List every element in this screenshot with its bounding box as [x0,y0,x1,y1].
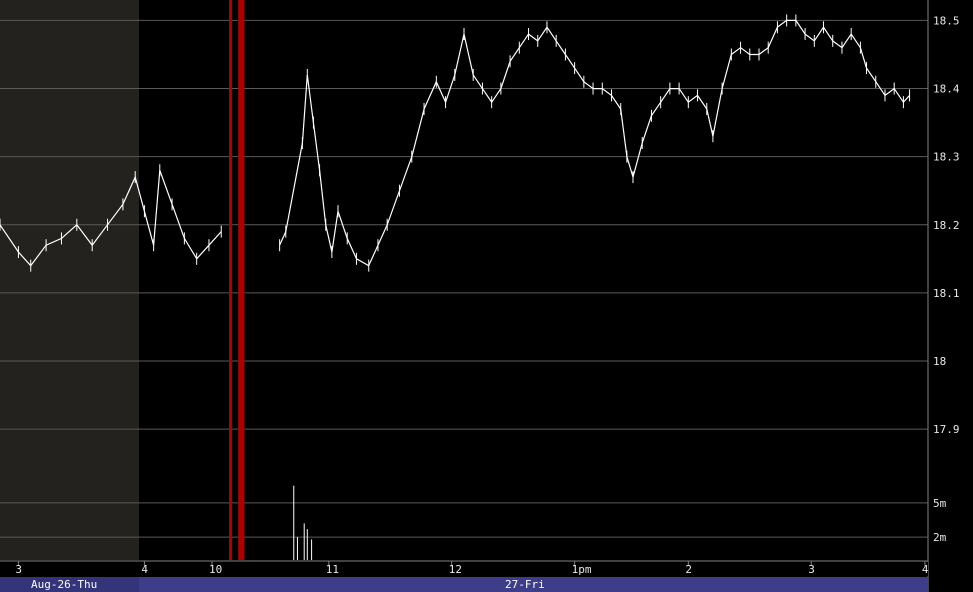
highlight-bar-2 [241,0,245,560]
volume-tick-label-1: 2m [933,531,947,544]
highlight-bar-1 [238,0,242,560]
date-label-aug-26: Aug-26-Thu [31,578,97,591]
x-tick-label-7: 3 [808,563,815,576]
x-tick-label-3: 11 [326,563,339,576]
y-tick-label-2: 18.3 [933,151,960,164]
volume-tick-label-0: 5m [933,497,947,510]
y-tick-label-6: 17.9 [933,423,960,436]
x-tick-label-5: 1pm [572,563,592,576]
y-tick-label-4: 18.1 [933,287,960,300]
date-label-27: 27-Fri [505,578,545,591]
x-tick-label-1: 4 [141,563,148,576]
x-axis-band [0,562,928,576]
y-tick-label-1: 18.4 [933,83,960,96]
date-band-prev-session [0,577,139,592]
highlight-bar-0 [228,0,232,560]
date-band [0,577,928,592]
previous-session-shading [0,0,139,560]
y-tick-label-3: 18.2 [933,219,960,232]
y-tick-label-5: 18 [933,355,946,368]
volume-histogram [293,485,313,560]
x-tick-label-8: 4 [922,563,929,576]
x-tick-label-6: 2 [685,563,692,576]
x-tick-label-0: 3 [15,563,22,576]
x-tick-label-4: 12 [449,563,462,576]
gridlines [0,19,928,538]
y-tick-label-0: 18.5 [933,14,960,27]
x-tick-label-2: 10 [209,563,222,576]
highlight-markers [228,0,245,560]
price-series [0,14,911,272]
y-axis-ticks: 18.5 18.4 18.3 18.2 18.1 18 17.9 5m 2m [933,14,960,544]
x-axis-ticks: 3 4 10 11 12 1pm 2 3 4 [15,561,929,576]
